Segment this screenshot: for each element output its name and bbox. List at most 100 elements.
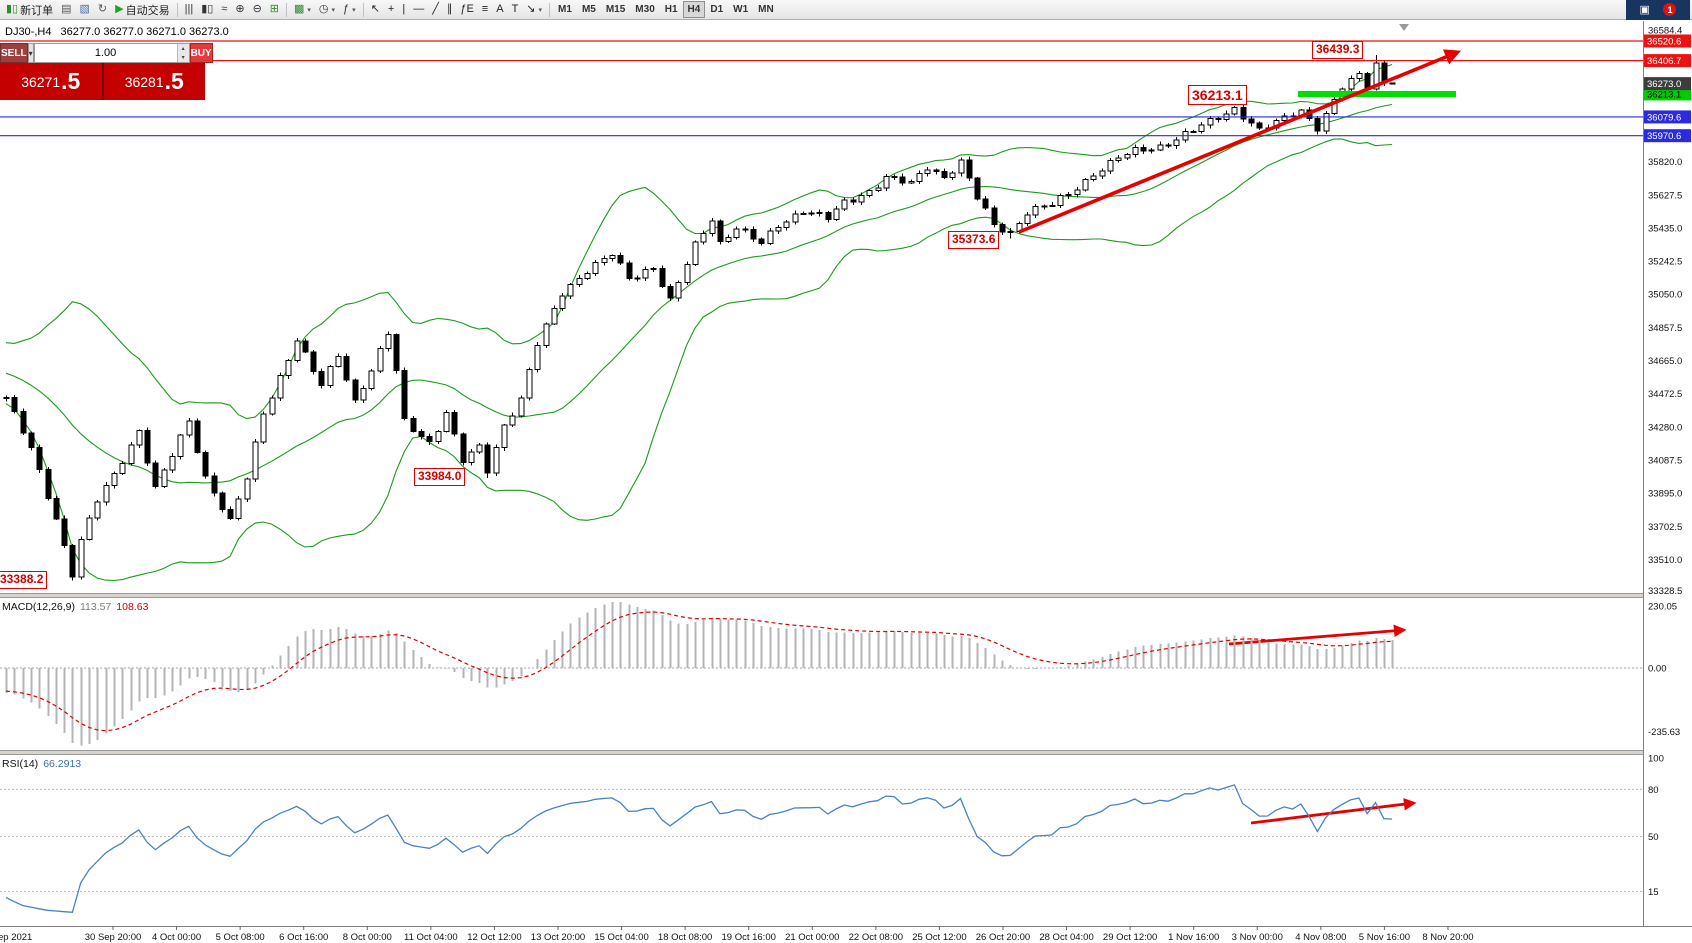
autotrading-button[interactable]: ▶ 自动交易 <box>111 1 173 18</box>
channel-tool-button[interactable]: ∥ <box>443 1 457 18</box>
indicators-button[interactable]: ƒ ▾ <box>339 1 360 18</box>
channel-tool-icon: ∥ <box>446 3 453 15</box>
svg-text:35242.5: 35242.5 <box>1648 257 1682 268</box>
volume-down-button[interactable]: ▾ <box>177 53 189 62</box>
price-annotation-35373.6[interactable]: 35373.6 <box>948 231 1000 249</box>
timeframe-m1-button[interactable]: M1 <box>553 1 577 18</box>
buy-price-pips: .5 <box>164 68 184 94</box>
svg-text:34280.0: 34280.0 <box>1648 422 1682 433</box>
macd-axis-label: 0.00 <box>1648 664 1667 675</box>
symbol-period-label: DJ30-,H4 <box>5 26 52 38</box>
print-preview-button[interactable]: ▧ <box>76 1 94 18</box>
rsi-line <box>5 784 1393 913</box>
svg-text:4 Nov 08:00: 4 Nov 08:00 <box>1295 932 1346 943</box>
chevron-down-icon: ▾ <box>331 6 336 14</box>
price-axis[interactable] <box>1644 21 1692 926</box>
timeframe-m5-button[interactable]: M5 <box>577 1 601 18</box>
notification-badge[interactable]: 1 <box>1663 3 1677 16</box>
chart-background <box>0 21 1692 943</box>
tile-windows-button[interactable]: ⊞ <box>266 1 283 18</box>
timeframe-w1-button[interactable]: W1 <box>728 1 753 18</box>
price-annotation-33388.2[interactable]: 33388.2 <box>0 571 48 589</box>
print-button[interactable]: ▤ <box>57 1 75 18</box>
shapes-tool-button[interactable]: ≡ <box>478 1 492 18</box>
svg-text:36213.1: 36213.1 <box>1647 89 1681 100</box>
macd-signal-value: 108.63 <box>116 601 149 613</box>
rsi-name: RSI(14) <box>2 758 39 770</box>
svg-text:4 Oct 00:00: 4 Oct 00:00 <box>152 932 201 943</box>
price-annotation-36213.1[interactable]: 36213.1 <box>1188 85 1247 106</box>
timeframe-h1-button[interactable]: H1 <box>660 1 683 18</box>
macd-axis-label: 230.05 <box>1648 601 1677 612</box>
sell-button[interactable]: SELL <box>0 43 28 63</box>
candlestick-chart-icon: ▮▯ <box>201 3 214 15</box>
fibonacci-tool-icon: ƒE <box>460 3 474 15</box>
svg-text:34087.5: 34087.5 <box>1648 455 1682 466</box>
new-chart-icon: ▩ <box>294 3 305 15</box>
buy-price-main: 36281 <box>124 73 164 90</box>
autotrading-button-label: 自动交易 <box>125 4 170 17</box>
svg-text:5 Oct 08:00: 5 Oct 08:00 <box>216 932 265 943</box>
line-chart-button[interactable]: ≈ <box>217 1 231 18</box>
new-order-button-label: 新订单 <box>20 4 54 17</box>
price-axis-labels: 36584.4 35820.0 35627.5 35435.0 35242.5 35050… <box>1648 26 1682 598</box>
trend-arrow-macd[interactable] <box>1228 624 1407 646</box>
fibonacci-tool-button[interactable]: ƒE <box>456 1 477 18</box>
timeframe-mn-button[interactable]: MN <box>753 1 779 18</box>
candlestick-chart-button[interactable]: ▮▯ <box>197 1 217 18</box>
bar-chart-icon: ||| <box>184 3 194 15</box>
bollinger-upper <box>5 63 1393 420</box>
connection-icon[interactable]: ▣ <box>1639 4 1650 16</box>
price-annotation-33984.0[interactable]: 33984.0 <box>414 468 466 486</box>
new-order-button[interactable]: ▮▯ 新订单 <box>2 1 57 18</box>
zoom-in-button[interactable]: ⊕ <box>231 1 248 18</box>
zoom-out-button[interactable]: ⊖ <box>249 1 266 18</box>
profiles-icon: ◷ <box>318 3 329 15</box>
ohlc-values: 36277.0 36277.0 36271.0 36273.0 <box>60 26 229 38</box>
volume-input[interactable] <box>34 44 177 62</box>
zoom-out-icon: ⊖ <box>252 3 262 15</box>
refresh-icon: ↻ <box>97 3 108 15</box>
zoom-in-icon: ⊕ <box>235 3 245 15</box>
volume-up-button[interactable]: ▴ <box>177 44 189 53</box>
new-chart-button[interactable]: ▩ ▾ <box>290 1 315 18</box>
svg-text:33510.0: 33510.0 <box>1648 555 1682 566</box>
price-annotation-36439.3[interactable]: 36439.3 <box>1312 41 1364 59</box>
label-tool-button[interactable]: T <box>508 1 523 18</box>
trend-arrow-rsi[interactable] <box>1250 797 1417 825</box>
status-area: ▣ 1 <box>1626 0 1690 20</box>
price-badge-36520.6 <box>1644 34 1691 48</box>
vertical-line-tool-icon: | <box>402 3 406 15</box>
svg-text:21 Oct 00:00: 21 Oct 00:00 <box>785 932 839 943</box>
text-tool-button[interactable]: A <box>492 1 507 18</box>
volume-field: ▴ ▾ <box>33 43 190 63</box>
timeframe-d1-button[interactable]: D1 <box>705 1 728 18</box>
macd-main-value: 113.57 <box>79 601 112 613</box>
horizontal-line-tool-button[interactable]: — <box>409 1 428 18</box>
buy-button[interactable]: BUY <box>189 43 213 63</box>
chevron-down-icon: ▾ <box>307 6 311 14</box>
timeframe-h4-button[interactable]: H4 <box>682 1 706 18</box>
time-axis[interactable] <box>0 927 1692 943</box>
trend-arrow-main[interactable] <box>1018 49 1461 234</box>
bar-chart-button[interactable]: ||| <box>181 1 198 18</box>
sell-price[interactable]: 36271 .5 <box>0 63 102 100</box>
arrows-tool-button[interactable]: ↘ ▾ <box>522 1 546 18</box>
panel-separator[interactable] <box>0 593 1692 598</box>
refresh-button[interactable]: ↻ <box>94 1 111 18</box>
price-badge-36079.6 <box>1644 110 1691 124</box>
trendline-tool-button[interactable]: ╱ <box>428 1 443 18</box>
profiles-button[interactable]: ◷ ▾ <box>315 1 339 18</box>
trade-options-dropdown[interactable]: ▾ <box>27 43 34 63</box>
panel-separator[interactable] <box>0 750 1692 755</box>
chart-shift-marker[interactable] <box>1399 24 1409 31</box>
crosshair-tool-button[interactable]: + <box>384 1 398 18</box>
cursor-tool-button[interactable]: ↖ <box>367 1 384 18</box>
svg-text:36584.4: 36584.4 <box>1648 26 1682 37</box>
vertical-line-tool-button[interactable]: | <box>398 1 409 18</box>
svg-text:34472.5: 34472.5 <box>1648 389 1682 400</box>
timeframe-m15-button[interactable]: M15 <box>601 1 630 18</box>
buy-price[interactable]: 36281 .5 <box>104 63 206 100</box>
timeframe-m30-button[interactable]: M30 <box>630 1 659 18</box>
